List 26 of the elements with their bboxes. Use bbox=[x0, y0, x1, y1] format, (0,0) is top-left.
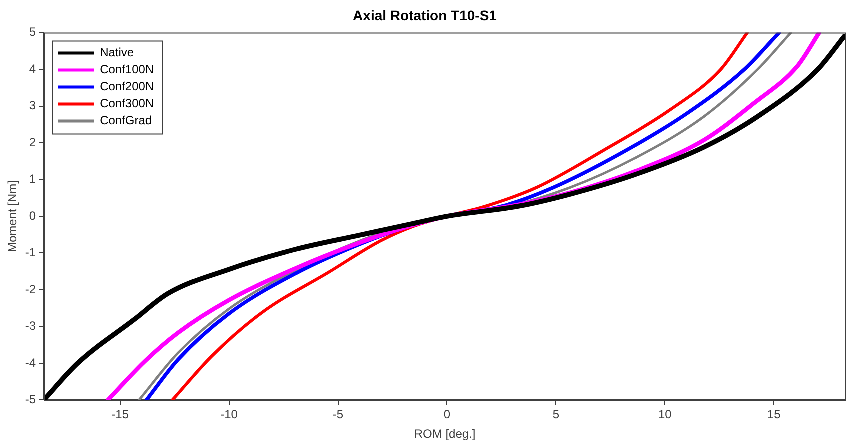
y-tick-label: 1 bbox=[29, 172, 36, 186]
y-tick-label: 4 bbox=[29, 62, 36, 76]
chart-title: Axial Rotation T10-S1 bbox=[353, 7, 498, 24]
y-tick-label: 3 bbox=[29, 98, 36, 113]
y-tick-label: -2 bbox=[25, 282, 36, 296]
y-tick-label: -5 bbox=[25, 392, 36, 407]
legend-label: Native bbox=[100, 46, 134, 60]
legend-label: ConfGrad bbox=[100, 114, 152, 128]
legend-label: Conf100N bbox=[100, 62, 154, 77]
x-axis-title: ROM [deg.] bbox=[414, 427, 476, 442]
legend-label: Conf200N bbox=[100, 80, 154, 94]
x-tick-label: 0 bbox=[444, 408, 451, 422]
legend-label: Conf300N bbox=[100, 96, 154, 111]
y-tick-label: -4 bbox=[25, 356, 36, 370]
x-tick-label: -15 bbox=[112, 408, 130, 422]
y-axis-title: Moment [Nm] bbox=[6, 180, 20, 253]
y-tick-label: 5 bbox=[29, 25, 36, 40]
y-tick-label: 2 bbox=[29, 135, 36, 150]
x-tick-label: -5 bbox=[332, 408, 344, 422]
x-tick-label: 15 bbox=[767, 408, 782, 422]
y-tick-label: 0 bbox=[29, 208, 36, 223]
y-tick-label: -1 bbox=[25, 246, 36, 260]
x-tick-label: -10 bbox=[220, 408, 238, 422]
y-tick-label: -3 bbox=[25, 319, 36, 334]
x-tick-label: 10 bbox=[658, 408, 672, 422]
x-tick-label: 5 bbox=[552, 408, 560, 422]
